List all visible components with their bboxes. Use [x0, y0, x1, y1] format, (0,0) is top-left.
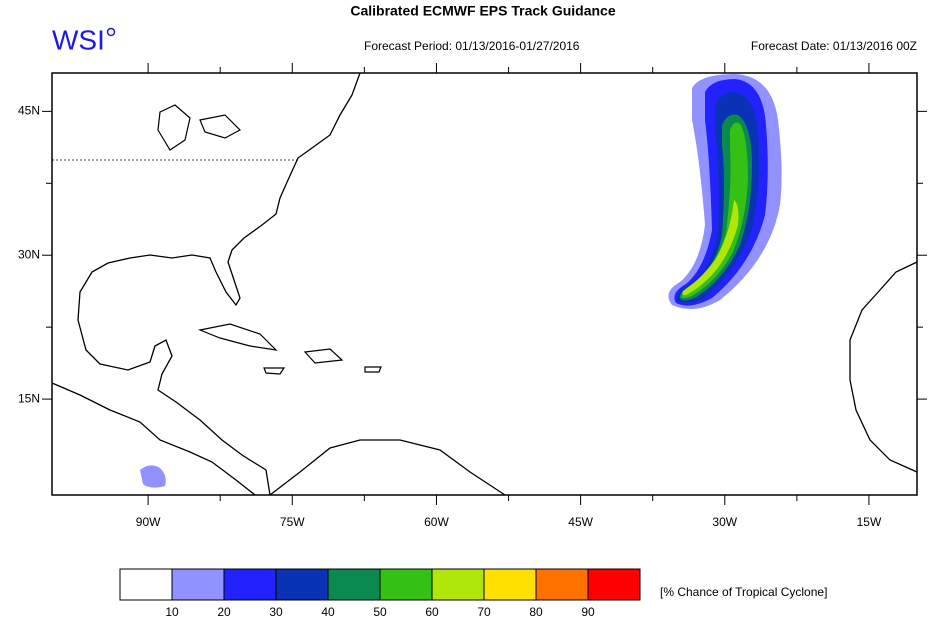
colorbar-box	[483, 568, 537, 601]
y-tick-label: 45N	[18, 104, 40, 118]
colorbar-label: 40	[321, 605, 335, 619]
colorbar-box	[327, 568, 381, 601]
coastlines	[51, 72, 918, 496]
probability-plume	[140, 74, 782, 488]
map-frame	[51, 72, 918, 496]
great-lakes-2	[199, 114, 241, 139]
x-tick-label: 60W	[424, 515, 449, 529]
cuba	[197, 323, 278, 351]
colorbar-box	[535, 568, 589, 601]
logo: WSI	[52, 24, 105, 55]
coastline-north-america	[77, 72, 361, 496]
y-tick-label: 15N	[18, 391, 40, 405]
colorbar-label: 10	[165, 605, 179, 619]
colorbar-box	[431, 568, 485, 601]
great-lakes	[157, 104, 191, 151]
colorbar-box	[119, 568, 173, 601]
forecast-date: Forecast Date: 01/13/2016 00Z	[751, 39, 917, 53]
x-tick-label: 90W	[136, 515, 161, 529]
colorbar-label: 50	[373, 605, 387, 619]
colorbar-box	[379, 568, 433, 601]
forecast-period: Forecast Period: 01/13/2016-01/27/2016	[364, 39, 580, 53]
colorbar-box	[223, 568, 277, 601]
coastline-africa	[849, 261, 918, 473]
title: Calibrated ECMWF EPS Track Guidance	[350, 3, 616, 19]
colorbar-label: 90	[581, 605, 595, 619]
colorbar-label: 70	[477, 605, 491, 619]
colorbar-label: 60	[425, 605, 439, 619]
y-tick-label: 30N	[18, 247, 40, 261]
colorbar-title: [% Chance of Tropical Cyclone]	[660, 585, 827, 599]
colorbar-label: 80	[529, 605, 543, 619]
x-tick-label: 15W	[857, 515, 882, 529]
colorbar-box	[587, 568, 641, 601]
x-tick-label: 30W	[712, 515, 737, 529]
x-tick-label: 75W	[280, 515, 305, 529]
logo-degree	[106, 27, 116, 37]
x-tick-label: 45W	[568, 515, 593, 529]
hispaniola	[303, 348, 344, 364]
colorbar-box	[275, 568, 329, 601]
plume-60	[682, 200, 739, 296]
colorbar-box	[171, 568, 225, 601]
puerto-rico	[364, 366, 382, 373]
coastline-pacific	[51, 382, 256, 496]
plume-50	[681, 122, 748, 299]
jamaica	[263, 367, 286, 375]
coastline-south-america	[269, 439, 506, 496]
plume-10-small	[140, 465, 166, 488]
colorbar-label: 30	[269, 605, 283, 619]
colorbar-label: 20	[217, 605, 231, 619]
